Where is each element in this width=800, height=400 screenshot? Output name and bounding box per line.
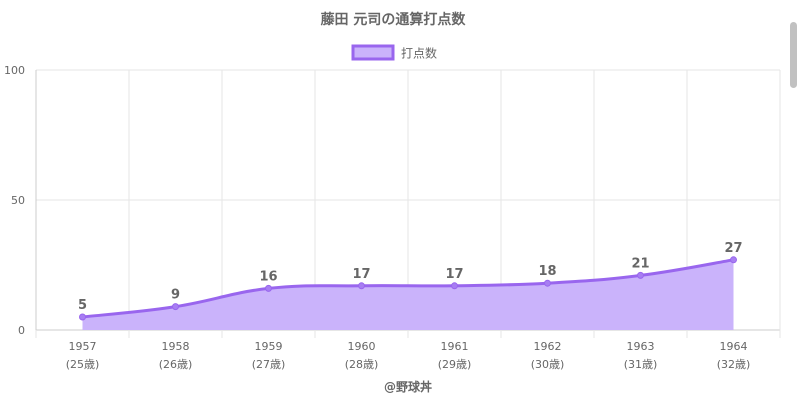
y-tick-label: 0 <box>18 324 25 337</box>
data-point[interactable] <box>451 282 458 290</box>
data-point[interactable] <box>265 284 272 292</box>
x-tick-sublabel: (32歳) <box>717 358 751 371</box>
x-tick-label: 1960 <box>348 340 376 353</box>
x-tick-label: 1959 <box>255 340 283 353</box>
data-point[interactable] <box>544 279 551 287</box>
data-label: 17 <box>352 267 370 282</box>
grid <box>35 69 781 338</box>
x-tick-sublabel: (31歳) <box>624 358 658 371</box>
data-point[interactable] <box>172 303 179 311</box>
chart-title: 藤田 元司の通算打点数 <box>321 11 467 28</box>
data-points <box>79 256 737 321</box>
legend-label: 打点数 <box>401 46 437 61</box>
y-tick-label: 100 <box>4 64 25 77</box>
x-tick-label: 1962 <box>534 340 562 353</box>
data-label: 18 <box>538 264 556 279</box>
x-tick-label: 1963 <box>627 340 655 353</box>
y-tick-labels: 0 50 100 <box>4 64 25 337</box>
legend[interactable]: 打点数 <box>351 44 437 61</box>
x-tick-sublabel: (28歳) <box>345 358 379 371</box>
x-tick-sublabel: (25歳) <box>66 358 100 371</box>
data-point[interactable] <box>79 313 86 321</box>
data-point[interactable] <box>637 271 644 279</box>
series-area <box>82 259 734 330</box>
data-point[interactable] <box>358 282 365 290</box>
data-label: 9 <box>171 288 180 303</box>
x-tick-sublabel: (26歳) <box>159 358 193 371</box>
scrollbar[interactable] <box>786 0 800 400</box>
data-labels: 5 9 16 17 17 18 21 27 <box>78 241 743 313</box>
x-tick-sublabel: (27歳) <box>252 358 286 371</box>
series-line <box>82 258 734 319</box>
x-tick-label: 1958 <box>162 340 190 353</box>
credit: @野球丼 <box>384 379 432 394</box>
x-tick-labels: 1957 (25歳) 1958 (26歳) 1959 (27歳) 1960 (28歳) 1961… <box>66 340 751 371</box>
area-layer <box>82 258 734 330</box>
legend-swatch <box>351 44 395 61</box>
x-tick-label: 1957 <box>69 340 97 353</box>
data-label: 21 <box>631 256 649 271</box>
data-label: 27 <box>724 241 742 256</box>
x-tick-label: 1964 <box>720 340 748 353</box>
x-tick-label: 1961 <box>441 340 469 353</box>
scroll-thumb[interactable] <box>790 22 797 88</box>
y-tick-label: 50 <box>11 194 25 207</box>
data-point[interactable] <box>730 256 737 264</box>
x-tick-sublabel: (30歳) <box>531 358 565 371</box>
data-label: 17 <box>445 267 463 282</box>
data-label: 16 <box>259 269 277 284</box>
data-label: 5 <box>78 298 87 313</box>
x-tick-sublabel: (29歳) <box>438 358 472 371</box>
